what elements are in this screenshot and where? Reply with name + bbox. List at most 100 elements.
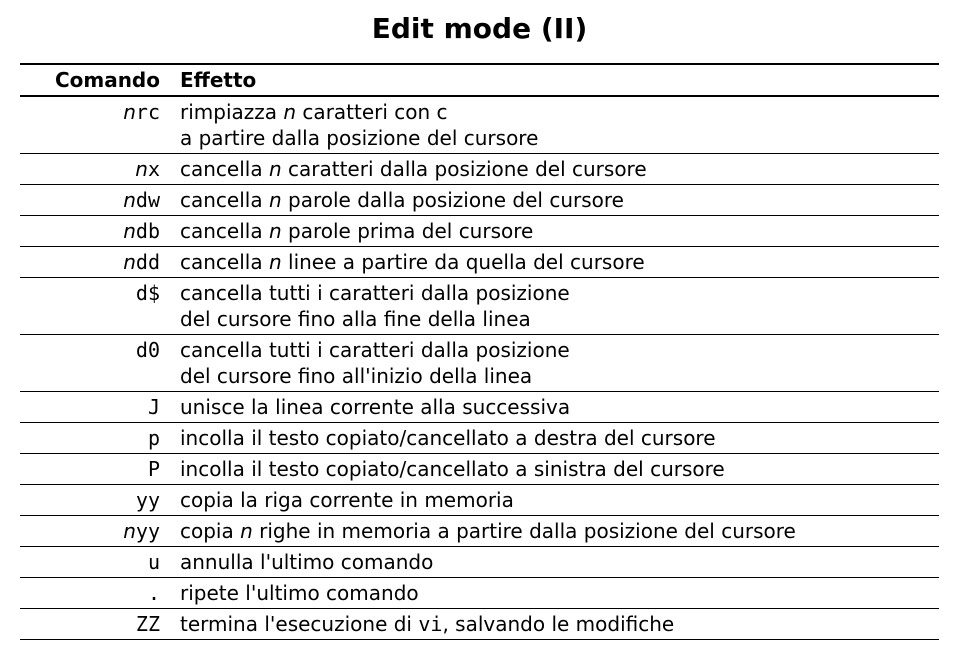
page-title: Edit mode (II) [20, 12, 939, 45]
header-effect: Effetto [170, 64, 939, 96]
effect-cell: termina l'esecuzione di vi, salvando le … [170, 609, 939, 640]
effect-cell: cancella n caratteri dalla posizione del… [170, 154, 939, 185]
command-cell: yy [20, 485, 170, 516]
table-row: ndwcancella n parole dalla posizione del… [20, 185, 939, 216]
command-n: n [123, 100, 136, 124]
table-row: . ripete l'ultimo comando [20, 578, 939, 609]
command-tt: yy [136, 488, 160, 512]
command-n: n [135, 157, 148, 181]
effect-cell: incolla il testo copiato/cancellato a si… [170, 454, 939, 485]
effect-pre: incolla il testo copiato/cancellato a si… [180, 457, 725, 481]
command-n: n [123, 519, 136, 543]
table-row: p incolla il testo copiato/cancellato a d… [20, 423, 939, 454]
effect-pre: del cursore fino all'inizio della linea [180, 364, 532, 388]
effect-pre: termina l'esecuzione di [180, 612, 418, 636]
effect-pre: ripete l'ultimo comando [180, 581, 419, 605]
effect-n: n [240, 519, 253, 543]
effect-pre: copia la riga corrente in memoria [180, 488, 514, 512]
command-tt: ZZ [136, 612, 160, 636]
command-n: n [123, 250, 136, 274]
effect-pre: incolla il testo copiato/cancellato a de… [180, 426, 716, 450]
effect-n: n [283, 100, 296, 124]
effect-post: caratteri dalla posizione del cursore [282, 157, 647, 181]
effect-pre: annulla l'ultimo comando [180, 550, 433, 574]
effect-cell: rimpiazza n caratteri con ca partire dal… [170, 96, 939, 154]
command-cell: u [20, 547, 170, 578]
command-tt: J [148, 395, 160, 419]
effect-cell: copia n righe in memoria a partire dalla… [170, 516, 939, 547]
command-tt: d$ [136, 281, 160, 305]
command-n: n [123, 219, 136, 243]
effect-n: n [269, 250, 282, 274]
effect-post: parole dalla posizione del cursore [282, 188, 624, 212]
table-row: nxcancella n caratteri dalla posizione d… [20, 154, 939, 185]
effect-pre: cancella [180, 250, 269, 274]
command-tt: x [148, 157, 160, 181]
page: Edit mode (II) Comando Effetto nrcrimpia… [0, 0, 959, 660]
effect-pre: copia [180, 519, 240, 543]
effect-post: a partire dalla posizione del cursore [180, 126, 538, 150]
command-cell: d$ [20, 278, 170, 335]
effect-pre: rimpiazza [180, 100, 283, 124]
effect-cell: copia la riga corrente in memoria [170, 485, 939, 516]
command-tt: dd [136, 250, 160, 274]
table-row: d$ cancella tutti i caratteri dalla posiz… [20, 278, 939, 335]
command-tt: p [148, 426, 160, 450]
command-cell: d0 [20, 335, 170, 392]
effect-cell: annulla l'ultimo comando [170, 547, 939, 578]
command-cell: ndd [20, 247, 170, 278]
header-command: Comando [20, 64, 170, 96]
command-cell: nyy [20, 516, 170, 547]
table-row: Junisce la linea corrente alla successiv… [20, 392, 939, 423]
effect-tail: , salvando le modifiche [442, 612, 674, 636]
table-row: Pincolla il testo copiato/cancellato a s… [20, 454, 939, 485]
effect-cell: cancella n linee a partire da quella del… [170, 247, 939, 278]
effect-n: n [269, 188, 282, 212]
command-n: n [123, 188, 136, 212]
command-cell: nrc [20, 96, 170, 154]
effect-post: parole prima del cursore [282, 219, 534, 243]
effect-n: n [269, 219, 282, 243]
effect-post: caratteri con c [296, 100, 447, 124]
command-cell: ndw [20, 185, 170, 216]
command-cell: p [20, 423, 170, 454]
command-cell: nx [20, 154, 170, 185]
effect-n: n [269, 157, 282, 181]
effect-post: righe in memoria a partire dalla posizio… [253, 519, 796, 543]
command-cell: P [20, 454, 170, 485]
command-tt: yy [136, 519, 160, 543]
effect-cell: cancella tutti i caratteri dalla posizio… [170, 335, 939, 392]
effect-cell: ripete l'ultimo comando [170, 578, 939, 609]
table-row: ndbcancella n parole prima del cursore [20, 216, 939, 247]
effect-tt: vi [418, 612, 442, 636]
table-row: nyycopia n righe in memoria a partire da… [20, 516, 939, 547]
effect-pre: cancella [180, 188, 269, 212]
effect-pre: cancella tutti i caratteri dalla posizio… [180, 338, 570, 362]
command-cell: ZZ [20, 609, 170, 640]
command-tt: P [148, 457, 160, 481]
table-row: ZZ termina l'esecuzione di vi, salvando l… [20, 609, 939, 640]
table-row: d0 cancella tutti i caratteri dalla posiz… [20, 335, 939, 392]
commands-table: Comando Effetto nrcrimpiazza n caratteri… [20, 63, 939, 640]
command-cell: . [20, 578, 170, 609]
command-tt: d0 [136, 338, 160, 362]
effect-cell: cancella tutti i caratteri dalla posizio… [170, 278, 939, 335]
table-row: yy copia la riga corrente in memoria [20, 485, 939, 516]
command-cell: ndb [20, 216, 170, 247]
effect-post: linee a partire da quella del cursore [282, 250, 645, 274]
command-tt: . [148, 581, 160, 605]
effect-cell: unisce la linea corrente alla successiva [170, 392, 939, 423]
command-tt: db [136, 219, 160, 243]
effect-cell: cancella n parole dalla posizione del cu… [170, 185, 939, 216]
effect-pre: cancella tutti i caratteri dalla posizio… [180, 281, 570, 305]
table-row: nddcancella n linee a partire da quella … [20, 247, 939, 278]
table-row: nrcrimpiazza n caratteri con ca partire … [20, 96, 939, 154]
command-tt: dw [136, 188, 160, 212]
effect-pre: del cursore fino alla fine della linea [180, 307, 531, 331]
table-row: u annulla l'ultimo comando [20, 547, 939, 578]
effect-cell: incolla il testo copiato/cancellato a de… [170, 423, 939, 454]
command-cell: J [20, 392, 170, 423]
effect-pre: unisce la linea corrente alla successiva [180, 395, 570, 419]
command-tt: rc [136, 100, 160, 124]
table-header-row: Comando Effetto [20, 64, 939, 96]
